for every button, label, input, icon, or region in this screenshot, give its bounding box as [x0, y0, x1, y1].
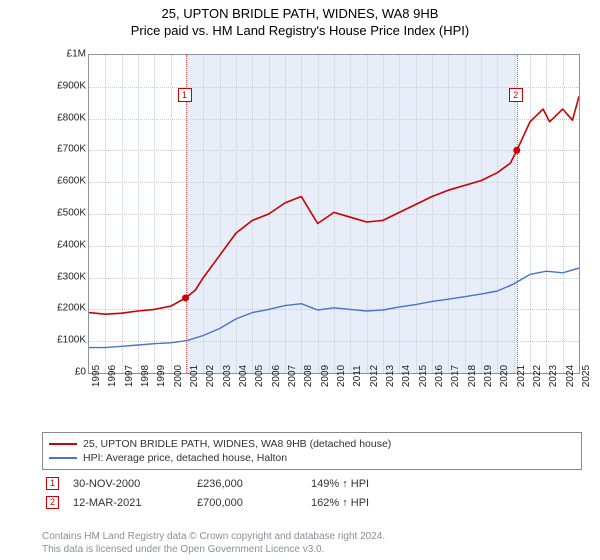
x-tick-label: 2012 [369, 365, 380, 387]
x-tick-label: 1996 [107, 365, 118, 387]
legend-swatch [49, 457, 77, 459]
y-tick-label: £0 [42, 367, 86, 378]
y-tick-label: £700K [42, 144, 86, 155]
chart-container: 25, UPTON BRIDLE PATH, WIDNES, WA8 9HB P… [0, 0, 600, 560]
legend-row: 25, UPTON BRIDLE PATH, WIDNES, WA8 9HB (… [49, 437, 575, 451]
sales-table: 1 30-NOV-2000 £236,000 149% ↑ HPI 2 12-MAR-20… [42, 474, 582, 512]
sale-date: 12-MAR-2021 [73, 497, 183, 509]
title-line-2: Price paid vs. HM Land Registry's House … [0, 23, 600, 40]
x-tick-label: 2022 [532, 365, 543, 387]
y-tick-label: £100K [42, 335, 86, 346]
y-tick-label: £300K [42, 271, 86, 282]
title-line-1: 25, UPTON BRIDLE PATH, WIDNES, WA8 9HB [0, 6, 600, 23]
legend-box: 25, UPTON BRIDLE PATH, WIDNES, WA8 9HB (… [42, 432, 582, 470]
footer-line-1: Contains HM Land Registry data © Crown c… [42, 531, 385, 544]
sale-price: £700,000 [197, 497, 297, 509]
plot-area [88, 54, 580, 374]
x-tick-label: 1997 [124, 365, 135, 387]
marker-dot [513, 147, 520, 154]
legend-row: HPI: Average price, detached house, Halt… [49, 451, 575, 465]
sale-marker: 1 [46, 477, 59, 490]
x-tick-label: 2016 [434, 365, 445, 387]
sale-pct: 162% ↑ HPI [311, 497, 369, 509]
x-tick-label: 1995 [91, 365, 102, 387]
x-tick-label: 2005 [254, 365, 265, 387]
x-tick-label: 2014 [401, 365, 412, 387]
x-tick-label: 2009 [320, 365, 331, 387]
x-tick-label: 2003 [222, 365, 233, 387]
x-tick-label: 2010 [336, 365, 347, 387]
series-property [89, 96, 579, 314]
x-tick-label: 2025 [581, 365, 592, 387]
x-tick-label: 2013 [385, 365, 396, 387]
legend: 25, UPTON BRIDLE PATH, WIDNES, WA8 9HB (… [42, 432, 582, 512]
x-tick-label: 1998 [140, 365, 151, 387]
y-tick-label: £1M [42, 49, 86, 60]
x-tick-label: 2021 [516, 365, 527, 387]
y-tick-label: £400K [42, 239, 86, 250]
legend-swatch [49, 443, 77, 445]
y-tick-label: £900K [42, 80, 86, 91]
y-tick-label: £800K [42, 112, 86, 123]
legend-text: HPI: Average price, detached house, Halt… [83, 452, 287, 464]
y-tick-label: £500K [42, 208, 86, 219]
x-tick-label: 2020 [499, 365, 510, 387]
sale-marker: 2 [46, 496, 59, 509]
y-tick-label: £600K [42, 176, 86, 187]
sale-price: £236,000 [197, 478, 297, 490]
sale-pct: 149% ↑ HPI [311, 478, 369, 490]
title-block: 25, UPTON BRIDLE PATH, WIDNES, WA8 9HB P… [0, 0, 600, 40]
x-tick-label: 2000 [173, 365, 184, 387]
x-tick-label: 2024 [565, 365, 576, 387]
footer: Contains HM Land Registry data © Crown c… [42, 531, 385, 556]
y-tick-label: £200K [42, 303, 86, 314]
sale-row: 2 12-MAR-2021 £700,000 162% ↑ HPI [42, 493, 582, 512]
x-tick-label: 2008 [303, 365, 314, 387]
x-tick-label: 2004 [238, 365, 249, 387]
marker-label: 1 [178, 88, 192, 102]
x-tick-label: 2019 [483, 365, 494, 387]
x-tick-label: 2015 [418, 365, 429, 387]
marker-dot [182, 294, 189, 301]
footer-line-2: This data is licensed under the Open Gov… [42, 544, 385, 557]
sale-row: 1 30-NOV-2000 £236,000 149% ↑ HPI [42, 474, 582, 493]
x-tick-label: 2001 [189, 365, 200, 387]
x-tick-label: 2006 [271, 365, 282, 387]
sale-date: 30-NOV-2000 [73, 478, 183, 490]
x-tick-label: 2007 [287, 365, 298, 387]
x-tick-label: 2017 [450, 365, 461, 387]
series-svg [89, 55, 579, 373]
x-tick-label: 2018 [467, 365, 478, 387]
x-tick-label: 2011 [352, 365, 363, 387]
x-tick-label: 2002 [205, 365, 216, 387]
legend-text: 25, UPTON BRIDLE PATH, WIDNES, WA8 9HB (… [83, 438, 391, 450]
chart: £0 £100K £200K £300K £400K £500K £600K £700K £80… [42, 50, 582, 400]
x-tick-label: 1999 [156, 365, 167, 387]
x-tick-label: 2023 [548, 365, 559, 387]
marker-label: 2 [509, 88, 523, 102]
